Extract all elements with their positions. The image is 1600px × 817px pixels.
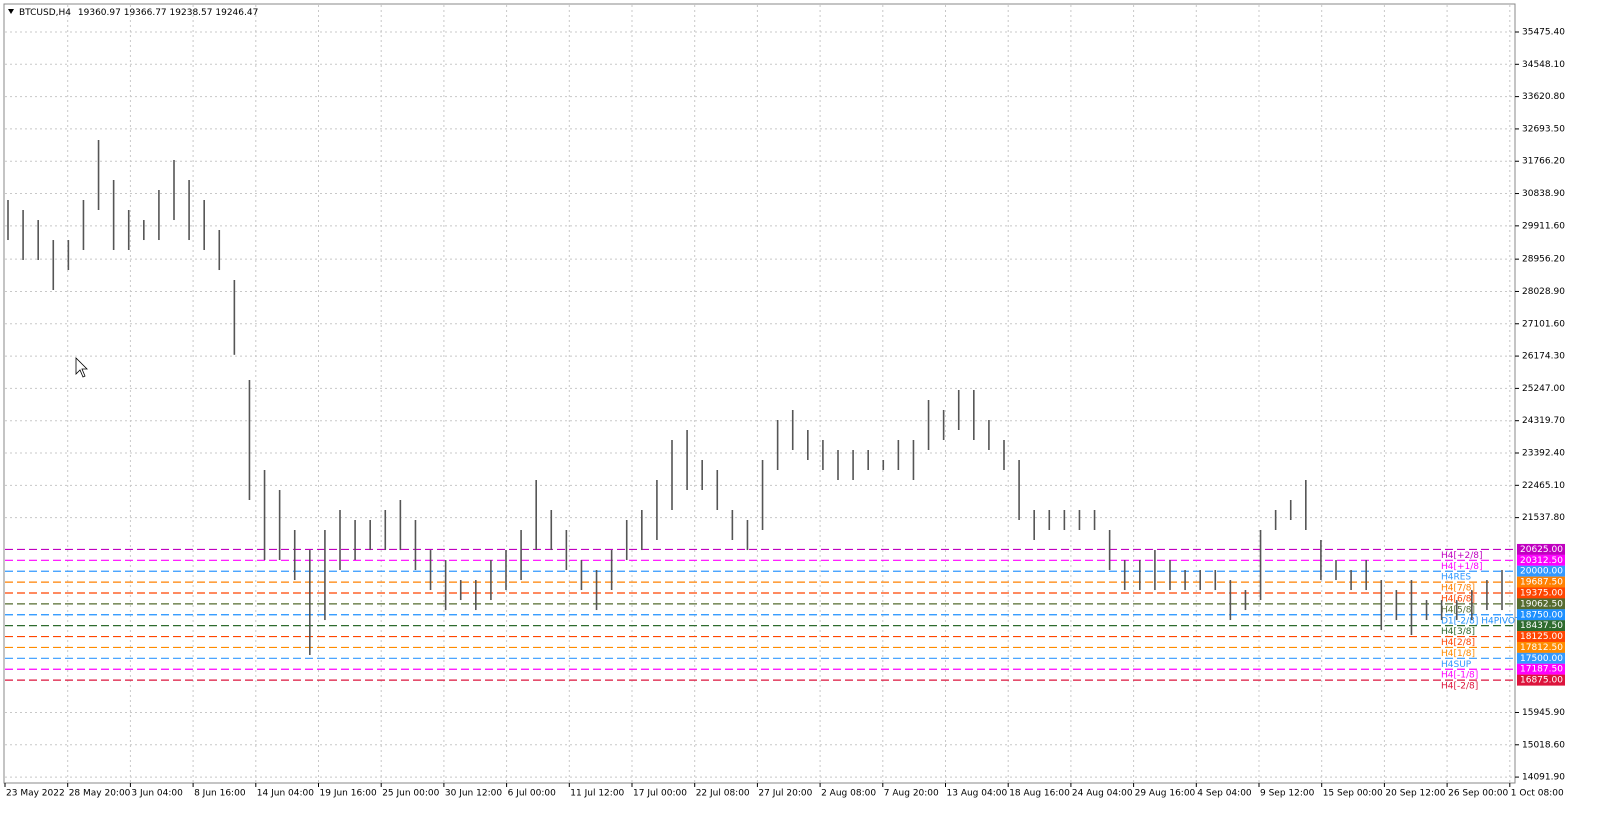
y-tick-label: 25247.00 — [1522, 384, 1565, 394]
level-price-label: 17187.50 — [1520, 665, 1563, 675]
x-tick-label: 14 Jun 04:00 — [257, 789, 314, 799]
x-tick-label: 3 Jun 04:00 — [131, 789, 183, 799]
level-price-box — [1517, 587, 1565, 599]
menu-triangle[interactable] — [8, 9, 14, 14]
x-tick-label: 30 Jun 12:00 — [445, 789, 502, 799]
y-tick-label: 14091.90 — [1522, 773, 1565, 783]
x-tick-label: 6 Jul 00:00 — [508, 789, 557, 799]
level-price-label: 16875.00 — [1520, 676, 1563, 686]
y-tick-label: 33620.80 — [1522, 92, 1565, 102]
plot-area — [3, 3, 1516, 784]
level-price-box — [1517, 543, 1565, 555]
level-price-label: 19375.00 — [1520, 588, 1563, 598]
level-price-box — [1517, 631, 1565, 643]
y-tick-label: 22465.10 — [1522, 481, 1565, 491]
level-price-label: 18750.00 — [1520, 610, 1563, 620]
levels: 20625.00 H4[+2/8] 20312.50 H4[+1/8] 20000.00… — [5, 543, 1565, 692]
symbol: BTCUSD,H4 — [19, 8, 71, 18]
level-price-label: 17812.50 — [1520, 643, 1563, 653]
level-price-label: 20312.50 — [1520, 556, 1563, 566]
level-name: H4[+1/8] — [1441, 562, 1483, 572]
level-name: H4[2/8] — [1441, 638, 1475, 648]
level-name: H4[-1/8] — [1441, 671, 1478, 681]
level-name: D1[-2/8] H4PIVOT — [1441, 616, 1521, 626]
x-tick-label: 13 Aug 04:00 — [947, 789, 1008, 799]
y-tick-label: 32693.50 — [1522, 124, 1565, 134]
y-tick-label: 24319.70 — [1522, 416, 1565, 426]
level-price-box — [1517, 576, 1565, 588]
level-name: H4[5/8] — [1441, 605, 1475, 615]
x-tick-label: 7 Aug 20:00 — [884, 789, 939, 799]
x-tick-label: 29 Aug 16:00 — [1135, 789, 1196, 799]
x-tick-label: 23 May 2022 — [6, 789, 65, 799]
level-price-label: 17500.00 — [1520, 654, 1563, 664]
level-name: H4SUP — [1441, 660, 1472, 670]
open: 19360.97 — [78, 8, 121, 18]
x-tick-label: 22 Jul 08:00 — [696, 789, 750, 799]
x-tick-label: 27 Jul 20:00 — [758, 789, 812, 799]
y-tick-label: 34548.10 — [1522, 60, 1565, 70]
x-tick-label: 2 Aug 08:00 — [821, 789, 876, 799]
x-tick-label: 4 Sep 04:00 — [1197, 789, 1252, 799]
level-price-label: 18437.50 — [1520, 621, 1563, 631]
labels: 35475.40 34548.10 33620.80 32693.50 31766.20… — [6, 27, 1565, 798]
level-name: H4RES — [1441, 573, 1471, 583]
y-tick-label: 30838.90 — [1522, 189, 1565, 199]
level-price-box — [1517, 565, 1565, 577]
x-tick-label: 1 Oct 08:00 — [1511, 789, 1564, 799]
level-price-box — [1517, 598, 1565, 610]
level-price-label: 18125.00 — [1520, 632, 1563, 642]
level-name: H4[-2/8] — [1441, 682, 1478, 692]
y-tick-label: 35475.40 — [1522, 27, 1565, 37]
y-tick-label: 28028.90 — [1522, 287, 1565, 297]
x-tick-label: 20 Sep 12:00 — [1385, 789, 1445, 799]
grid — [4, 5, 1519, 787]
level-name: H4[6/8] — [1441, 594, 1475, 604]
y-tick-label: 15018.60 — [1522, 740, 1565, 750]
x-tick-label: 26 Sep 00:00 — [1448, 789, 1508, 799]
x-tick-label: 25 Jun 00:00 — [382, 789, 439, 799]
level-price-box — [1517, 663, 1565, 675]
x-tick-label: 11 Jul 12:00 — [570, 789, 624, 799]
level-name: H4[7/8] — [1441, 584, 1475, 594]
bars — [7, 139, 1503, 656]
x-tick-label: 18 Aug 16:00 — [1009, 789, 1070, 799]
y-tick-label: 21537.80 — [1522, 513, 1565, 523]
y-tick-label: 26174.30 — [1522, 352, 1565, 362]
level-name: H4[+2/8] — [1441, 551, 1483, 561]
y-tick-label: 23392.40 — [1522, 449, 1565, 459]
mouse-cursor — [75, 357, 88, 378]
level-price-box — [1517, 554, 1565, 566]
y-tick-label: 28956.20 — [1522, 255, 1565, 265]
x-tick-label: 15 Sep 00:00 — [1323, 789, 1383, 799]
level-name: H4[1/8] — [1441, 649, 1475, 659]
y-tick-label: 29911.60 — [1522, 221, 1565, 231]
level-price-label: 20000.00 — [1520, 567, 1563, 577]
high: 19366.77 — [124, 8, 167, 18]
y-tick-label: 31766.20 — [1522, 157, 1565, 167]
close: 19246.47 — [215, 8, 258, 18]
level-price-label: 20625.00 — [1520, 545, 1563, 555]
y-tick-label: 27101.60 — [1522, 319, 1565, 329]
y-tick-label: 15945.90 — [1522, 708, 1565, 718]
level-price-box — [1517, 652, 1565, 664]
x-tick-label: 8 Jun 16:00 — [194, 789, 246, 799]
x-tick-label: 24 Aug 04:00 — [1072, 789, 1133, 799]
level-name: H4[3/8] — [1441, 627, 1475, 637]
level-price-label: 19062.50 — [1520, 599, 1563, 609]
x-tick-label: 17 Jul 00:00 — [633, 789, 687, 799]
level-price-box — [1517, 674, 1565, 686]
symbol-header: BTCUSD,H4 19360.97 19366.77 19238.57 192… — [19, 8, 258, 18]
level-price-box — [1517, 609, 1565, 621]
level-price-box — [1517, 620, 1565, 632]
x-tick-label: 9 Sep 12:00 — [1260, 789, 1315, 799]
x-tick-label: 19 Jun 16:00 — [320, 789, 377, 799]
level-price-box — [1517, 641, 1565, 653]
low: 19238.57 — [170, 8, 213, 18]
level-price-label: 19687.50 — [1520, 578, 1563, 588]
x-tick-label: 28 May 20:00 — [69, 789, 131, 799]
